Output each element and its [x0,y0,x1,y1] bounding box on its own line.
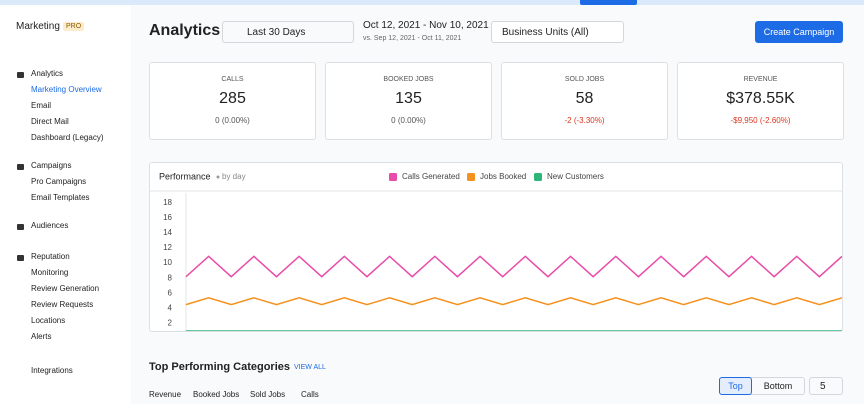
range-select[interactable]: Last 30 Days [222,21,354,43]
nav-item[interactable]: Alerts [31,332,52,341]
y-tick-label: 4 [168,303,173,312]
tab[interactable]: Sold Jobs [250,390,286,399]
nav-item[interactable]: Marketing Overview [31,85,102,94]
kpi-value: $378.55K [726,90,795,107]
nav-item[interactable]: Monitoring [31,268,69,277]
kpi-label: BOOKED JOBS [383,76,434,83]
compare-range: vs. Sep 12, 2021 - Oct 11, 2021 [363,35,462,42]
series-line [185,255,842,278]
kpi-card [677,62,844,140]
tab[interactable]: Revenue [149,390,182,399]
kpi-label: REVENUE [743,76,778,83]
view-all[interactable]: VIEW ALL [294,364,326,371]
banner [0,0,864,5]
banner-button[interactable] [580,0,637,5]
nav-item[interactable]: Locations [31,316,66,325]
nav-icon [17,255,24,261]
nav-item[interactable]: Integrations [31,366,73,375]
nav-icon [17,72,24,78]
kpi-change: -2 (-3.30%) [564,116,605,125]
nav-item[interactable]: Email [31,101,52,110]
legend-label: Jobs Booked [480,172,526,181]
kpi-change: 0 (0.00%) [215,116,250,125]
count-label: 5 [820,380,826,392]
y-tick-label: 10 [163,258,172,267]
chart: Performance by day Calls Generated Jobs Boo… [150,171,842,331]
units-label: Business Units (All) [502,26,589,38]
nav-section[interactable]: Analytics [31,69,64,78]
create-button[interactable]: Create Campaign [755,21,843,43]
kpi-value: 58 [575,90,594,107]
nav-icon [17,164,24,170]
tab[interactable]: Calls [301,390,319,399]
toggle-bottom[interactable]: Bottom [763,381,793,391]
nav-item[interactable]: Review Generation [31,284,100,293]
kpi-card [149,62,316,140]
nav-icon [17,224,24,230]
legend-label: New Customers [547,172,604,181]
legend-swatch [467,173,475,181]
tab[interactable]: Booked Jobs [193,390,240,399]
kpi-card [325,62,492,140]
nav-section[interactable]: Audiences [31,221,69,230]
kpi-change: -$9,950 (-2.60%) [730,116,791,125]
y-tick-label: 16 [163,213,172,222]
kpi-change: 0 (0.00%) [391,116,426,125]
page-title: Analytics [149,22,221,39]
nav-item[interactable]: Email Templates [31,193,90,202]
chart-title: Performance [159,171,211,181]
y-tick-label: 18 [163,198,172,207]
badge: PRO [63,22,85,31]
nav-item[interactable]: Review Requests [31,300,94,309]
kpi-label: SOLD JOBS [564,76,605,83]
nav-item[interactable]: Direct Mail [31,117,69,126]
range-label: Last 30 Days [247,26,306,38]
kpi-label: CALLS [221,76,244,83]
series-line [185,297,842,306]
nav-section[interactable]: Reputation [31,252,70,261]
dot [216,175,220,179]
date-range: Oct 12, 2021 - Nov 10, 2021 [363,20,489,31]
y-tick-label: 8 [168,273,173,282]
legend-swatch [389,173,397,181]
y-tick-label: 12 [163,243,172,252]
units-select[interactable]: Business Units (All) [491,21,624,43]
legend-swatch [534,173,542,181]
nav-section[interactable]: Campaigns [31,161,72,170]
legend-label: Calls Generated [402,172,460,181]
y-tick-label: 14 [163,228,172,237]
y-tick-label: 2 [168,319,173,328]
chart-subtitle: by day [222,172,246,181]
sidebar [0,5,132,404]
toggle-top[interactable]: Top [719,377,752,395]
kpi-value: 285 [219,90,246,107]
nav-item[interactable]: Pro Campaigns [31,177,87,186]
section-title: Top Performing Categories [149,361,290,373]
nav-item[interactable]: Dashboard (Legacy) [31,133,104,142]
count-select[interactable]: 5 [809,377,843,395]
y-tick-label: 6 [168,288,173,297]
kpi-value: 135 [395,90,422,107]
brand: Marketing [16,21,60,32]
kpi-card [501,62,668,140]
